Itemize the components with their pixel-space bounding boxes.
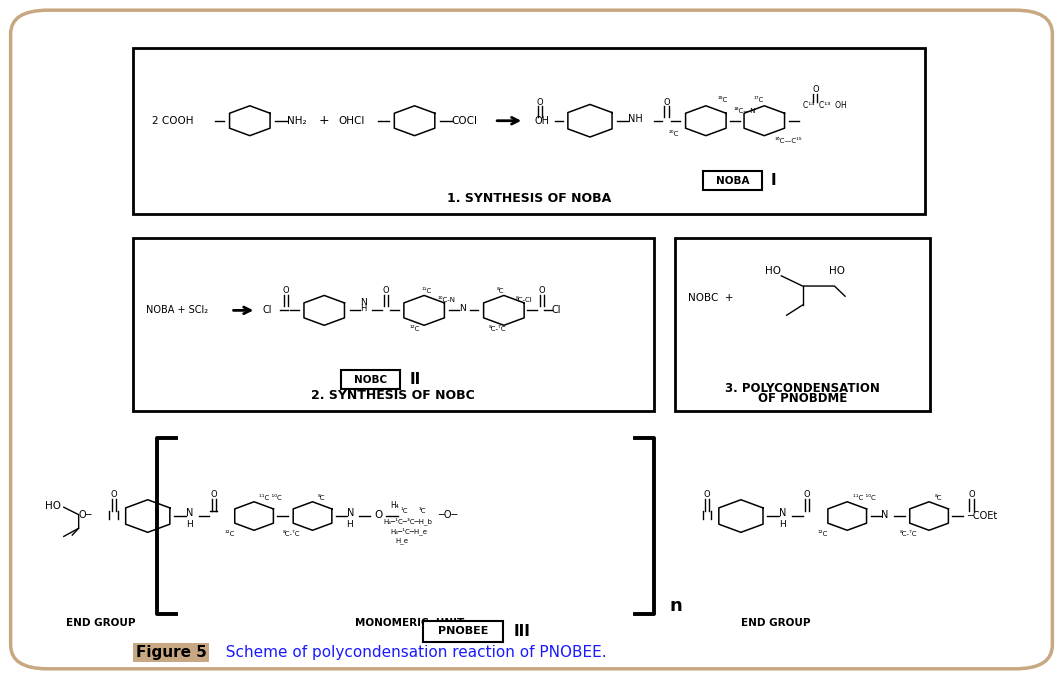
Text: Cl: Cl xyxy=(263,306,272,315)
Text: ¹C: ¹C xyxy=(401,508,408,513)
Text: OHCl: OHCl xyxy=(338,115,365,126)
Text: N: N xyxy=(347,508,354,517)
Bar xyxy=(703,171,761,190)
Text: NOBC  +: NOBC + xyxy=(688,293,733,304)
Text: NOBA + SCl₂: NOBA + SCl₂ xyxy=(146,306,207,315)
Text: N: N xyxy=(881,510,889,519)
Text: O: O xyxy=(537,98,543,107)
Text: O: O xyxy=(374,510,383,519)
Text: ¹¹C ¹⁰C: ¹¹C ¹⁰C xyxy=(259,495,282,500)
Text: H: H xyxy=(360,304,367,313)
Text: H₄─¹C─H_e: H₄─¹C─H_e xyxy=(390,527,427,535)
Text: N: N xyxy=(779,508,787,517)
Text: O: O xyxy=(383,286,389,295)
Text: ⁸C: ⁸C xyxy=(318,495,325,500)
Text: ⁸C-⁷C: ⁸C-⁷C xyxy=(899,532,916,537)
Text: n: n xyxy=(670,598,682,615)
Text: ⁸C-⁷C: ⁸C-⁷C xyxy=(489,327,506,333)
Text: NH₂: NH₂ xyxy=(287,115,306,126)
Text: COCl: COCl xyxy=(452,115,477,126)
Text: C¹⁴  C¹³  OH: C¹⁴ C¹³ OH xyxy=(803,101,846,110)
Text: O: O xyxy=(968,490,975,500)
Text: HO: HO xyxy=(45,501,61,511)
Text: PNOBEE: PNOBEE xyxy=(438,627,488,636)
Text: O─: O─ xyxy=(79,510,92,519)
Text: ¹⁹C: ¹⁹C xyxy=(718,97,728,103)
FancyBboxPatch shape xyxy=(11,10,1052,669)
Text: O: O xyxy=(812,85,819,94)
Text: ²⁰C: ²⁰C xyxy=(669,131,679,137)
Text: O: O xyxy=(804,490,810,500)
Text: ⁸C-Cl: ⁸C-Cl xyxy=(516,297,533,304)
Text: OH: OH xyxy=(535,115,550,126)
Text: N: N xyxy=(360,297,367,307)
Text: I: I xyxy=(771,173,777,188)
Text: H₄─¹C─³C─H_b: H₄─¹C─³C─H_b xyxy=(384,517,433,526)
Bar xyxy=(133,643,209,662)
Text: O: O xyxy=(704,490,710,500)
Text: END GROUP: END GROUP xyxy=(741,618,811,627)
Text: Figure 5: Figure 5 xyxy=(136,645,206,660)
Text: ³C: ³C xyxy=(419,508,426,513)
Text: +: + xyxy=(319,114,330,127)
Text: 2. SYNTHESIS OF NOBC: 2. SYNTHESIS OF NOBC xyxy=(311,389,475,403)
Text: O: O xyxy=(539,286,545,295)
Text: III: III xyxy=(513,624,530,639)
Text: ¹²C: ¹²C xyxy=(224,532,235,537)
Bar xyxy=(423,621,503,642)
Text: ¹⁷C: ¹⁷C xyxy=(754,97,764,103)
Text: H: H xyxy=(186,520,192,530)
Text: ¹²C: ¹²C xyxy=(817,532,828,537)
Text: H: H xyxy=(779,520,786,530)
Text: H: H xyxy=(347,520,353,530)
Text: Cl: Cl xyxy=(552,306,561,315)
Text: HO: HO xyxy=(829,266,845,276)
Text: 2 COOH: 2 COOH xyxy=(152,115,193,126)
Text: ⁸C-⁷C: ⁸C-⁷C xyxy=(283,532,300,537)
Text: O: O xyxy=(210,490,217,500)
Text: N: N xyxy=(459,304,466,313)
Text: NOBA: NOBA xyxy=(715,176,749,185)
Text: H_e: H_e xyxy=(395,537,408,544)
Text: NH: NH xyxy=(628,113,643,124)
Text: ⁸C: ⁸C xyxy=(496,289,504,295)
Text: ⁸C: ⁸C xyxy=(934,495,942,500)
Text: O: O xyxy=(111,490,117,500)
Text: HO: HO xyxy=(765,266,781,276)
Text: MONOMERIC  UNIT: MONOMERIC UNIT xyxy=(355,618,463,627)
Text: ¹⁶C—C¹⁵: ¹⁶C—C¹⁵ xyxy=(775,138,803,144)
Text: ¹¹C: ¹¹C xyxy=(422,289,433,295)
Text: OF PNOBDME: OF PNOBDME xyxy=(758,392,847,405)
Bar xyxy=(675,238,930,411)
Text: 3. POLYCONDENSATION: 3. POLYCONDENSATION xyxy=(725,382,880,395)
Text: END GROUP: END GROUP xyxy=(66,618,136,627)
Text: ¹⁰C-N: ¹⁰C-N xyxy=(438,297,456,304)
Text: ¹⁸C—N: ¹⁸C—N xyxy=(733,108,756,114)
Bar xyxy=(133,238,654,411)
Bar xyxy=(341,370,400,389)
Text: N: N xyxy=(186,508,193,517)
Text: II: II xyxy=(409,372,421,387)
Text: ¹¹C ¹⁰C: ¹¹C ¹⁰C xyxy=(853,495,875,500)
Text: H₄: H₄ xyxy=(390,501,399,511)
Bar xyxy=(133,48,925,214)
Text: 1. SYNTHESIS OF NOBA: 1. SYNTHESIS OF NOBA xyxy=(446,192,611,206)
Text: ¹²C: ¹²C xyxy=(409,327,420,333)
Text: ─O─: ─O─ xyxy=(438,510,457,519)
Text: Scheme of polycondensation reaction of PNOBEE.: Scheme of polycondensation reaction of P… xyxy=(216,645,606,660)
Text: O: O xyxy=(663,98,670,107)
Text: ─COEt: ─COEt xyxy=(967,511,997,521)
Text: NOBC: NOBC xyxy=(354,375,387,384)
Text: O: O xyxy=(283,286,289,295)
